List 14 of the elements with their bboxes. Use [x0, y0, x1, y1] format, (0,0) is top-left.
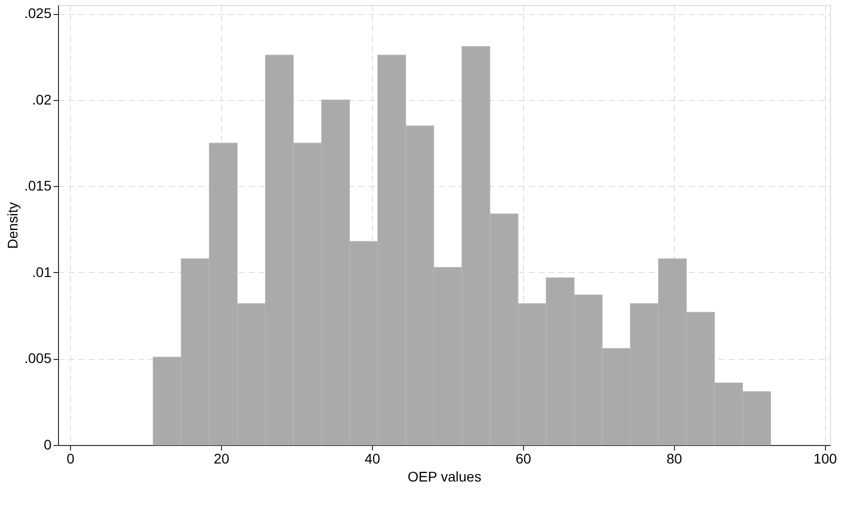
x-tick-label: 60 [516, 450, 532, 466]
y-tick-label: .025 [24, 5, 52, 22]
y-tick-label: .015 [24, 178, 52, 194]
x-tick-label: 40 [364, 450, 380, 466]
x-tick-label: 100 [814, 450, 838, 466]
y-tick-label: .01 [32, 264, 52, 280]
x-tick-label: 20 [214, 450, 230, 466]
x-tick-label: 80 [666, 450, 682, 466]
x-tick-label: 0 [66, 450, 75, 466]
y-tick-label: .02 [32, 91, 52, 108]
x-axis-title: OEP values [408, 468, 482, 484]
y-tick-label: 0 [44, 436, 52, 452]
y-axis-title: Density [4, 202, 20, 249]
y-tick-label: .005 [24, 350, 52, 366]
